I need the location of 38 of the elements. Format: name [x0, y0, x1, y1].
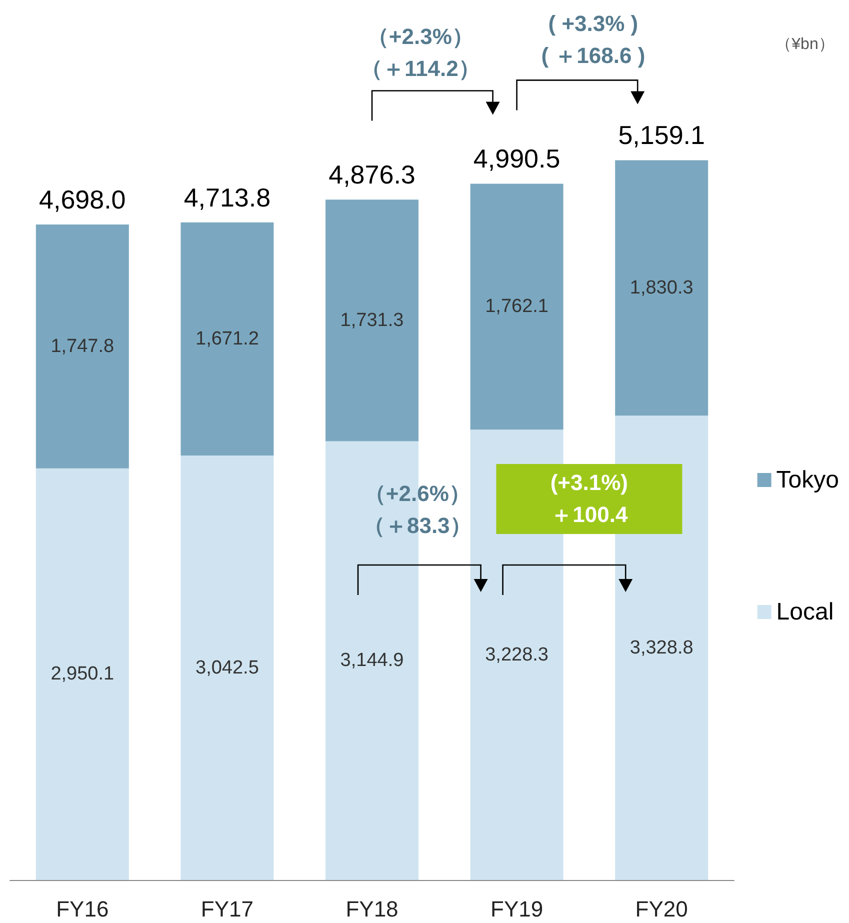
x-tick-label: FY18 — [346, 896, 398, 922]
text: ( +3.3% ) — [548, 11, 638, 36]
data-label: 3,144.9 — [340, 650, 404, 672]
text: （＋114.2） — [360, 56, 480, 81]
bar — [180, 222, 274, 456]
total-label: 4,876.3 — [328, 160, 416, 190]
bar — [615, 160, 708, 416]
x-tick-label: FY19 — [490, 896, 544, 922]
data-label: 1,731.3 — [340, 310, 404, 331]
data-label: 3,228.3 — [485, 644, 549, 666]
total-label: 4,990.5 — [473, 144, 560, 174]
total-label: 5,159.1 — [618, 120, 705, 150]
legend-label: Local — [776, 598, 834, 626]
data-label: 2,950.1 — [50, 664, 114, 685]
data-label: 1,830.3 — [630, 277, 694, 298]
bar — [180, 456, 274, 880]
annotation: （+2.6%） — [364, 481, 471, 506]
bar — [36, 224, 129, 468]
data-label: 1,762.1 — [485, 296, 549, 318]
x-tick-label: FY16 — [56, 896, 109, 922]
total-label: 4,713.8 — [184, 182, 271, 212]
data-label: 1,671.2 — [195, 328, 259, 350]
annotation: （＋83.3） — [362, 513, 472, 538]
text: （+2.3%） — [366, 24, 474, 49]
text: ( ＋168.6 ) — [541, 43, 646, 68]
bar — [470, 184, 564, 430]
data-label: 1,747.8 — [50, 336, 114, 357]
x-tick-label: FY20 — [635, 896, 688, 922]
annotation: ＋100.4 — [550, 502, 628, 527]
annotation: (+3.1%) — [550, 470, 628, 495]
x-tick-label: FY17 — [200, 896, 254, 922]
data-label: 3,042.5 — [195, 657, 259, 678]
total-label: 4,698.0 — [39, 184, 126, 215]
data-label: 3,328.8 — [630, 637, 694, 658]
bar — [326, 200, 418, 442]
text: （¥bn） — [776, 36, 834, 53]
bar — [36, 468, 129, 880]
legend-label: Tokyo — [776, 466, 840, 494]
